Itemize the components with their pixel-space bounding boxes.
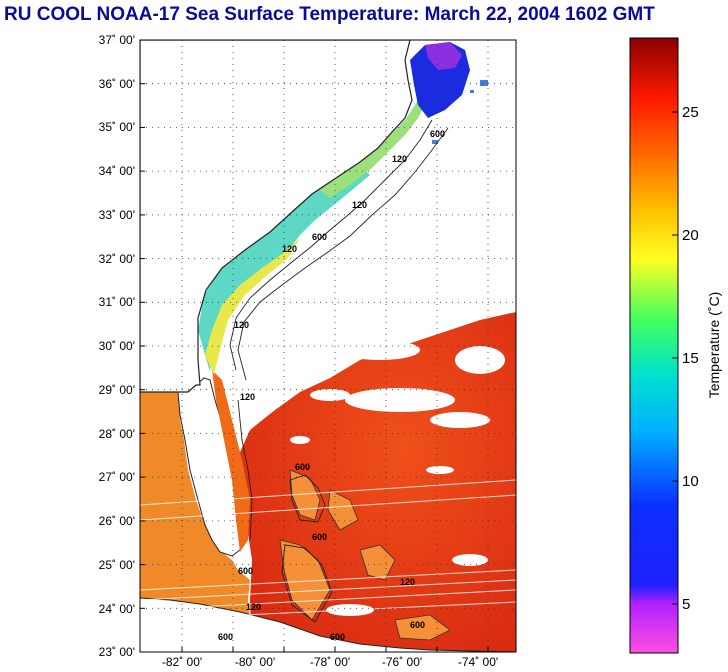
contour-label: 120: [400, 577, 415, 587]
grid-lines: [140, 40, 516, 652]
lat-label: 26˚ 00': [99, 514, 135, 528]
bathymetry-contours: [229, 119, 449, 623]
contour-label: 120: [240, 392, 255, 402]
map-title: RU COOL NOAA-17 Sea Surface Temperature:…: [4, 4, 655, 25]
carolina-water: [320, 95, 428, 198]
cloud-cover: [290, 340, 505, 616]
lon-label: -82˚ 00': [162, 655, 202, 669]
longitude-labels: -82˚ 00' -80˚ 00' -78˚ 00' -76˚ 00' -74˚…: [162, 655, 498, 669]
scan-lines: [140, 479, 516, 621]
colorbar-gradient: [629, 37, 679, 654]
colorbar-tick-label: 25: [682, 104, 699, 121]
lat-label: 31˚ 00': [99, 295, 135, 309]
contour-label: 120: [392, 154, 407, 164]
colorbar-tick-label: 10: [682, 473, 699, 490]
lon-label: -80˚ 00': [235, 655, 275, 669]
latitude-labels: 37˚ 00' 36˚ 00' 35˚ 00' 34˚ 00' 33˚ 00' …: [99, 33, 135, 659]
contour-label: 600: [312, 232, 327, 242]
cuba-land: [140, 597, 516, 652]
contour-label: 600: [430, 129, 445, 139]
axis-ticks: [140, 83, 489, 652]
contour-labels: 600 120 600 120 120 600 120 120 600 600 …: [218, 129, 445, 642]
colorbar-tick-label: 15: [682, 350, 699, 367]
colorbar-tick-label: 5: [682, 596, 690, 613]
colorbar-ticks: [672, 111, 678, 605]
scattered-pixels: [432, 80, 488, 144]
lon-label: -78˚ 00': [310, 655, 350, 669]
contour-label: 120: [282, 244, 297, 254]
lat-label: 33˚ 00': [99, 208, 135, 222]
shelf-warm-edge: [205, 238, 300, 375]
colorbar-title: Temperature (˚C): [706, 292, 722, 399]
lat-label: 30˚ 00': [99, 339, 135, 353]
shelf-cool-water: [198, 165, 370, 372]
florida-current: [212, 370, 250, 552]
lat-label: 24˚ 00': [99, 602, 135, 616]
us-east-coast-land: [140, 40, 413, 393]
colorbar-tick-label: 20: [682, 227, 699, 244]
lat-label: 27˚ 00': [99, 470, 135, 484]
gulf-of-mexico-water: [140, 392, 252, 652]
lat-label: 36˚ 00': [99, 77, 135, 91]
purple-northern-water: [425, 42, 462, 70]
lat-label: 34˚ 00': [99, 164, 135, 178]
lon-label: -76˚ 00': [382, 655, 422, 669]
lat-label: 35˚ 00': [99, 120, 135, 134]
lat-label: 37˚ 00': [99, 33, 135, 47]
lat-label: 28˚ 00': [99, 427, 135, 441]
contour-label: 600: [312, 532, 327, 542]
colorbar-labels: 25 20 15 10 5: [682, 104, 699, 613]
contour-label: 600: [410, 620, 425, 630]
lat-label: 25˚ 00': [99, 558, 135, 572]
contour-label: 120: [352, 200, 367, 210]
contour-label: 120: [234, 320, 249, 330]
contour-label: 600: [238, 566, 253, 576]
contour-label: 600: [218, 632, 233, 642]
contour-label: 600: [330, 632, 345, 642]
lat-label: 23˚ 00': [99, 645, 135, 659]
lat-label: 29˚ 00': [99, 383, 135, 397]
contour-label: 600: [295, 462, 310, 472]
lon-label: -74˚ 00': [458, 655, 498, 669]
contour-label: 120: [246, 602, 261, 612]
lat-label: 32˚ 00': [99, 252, 135, 266]
